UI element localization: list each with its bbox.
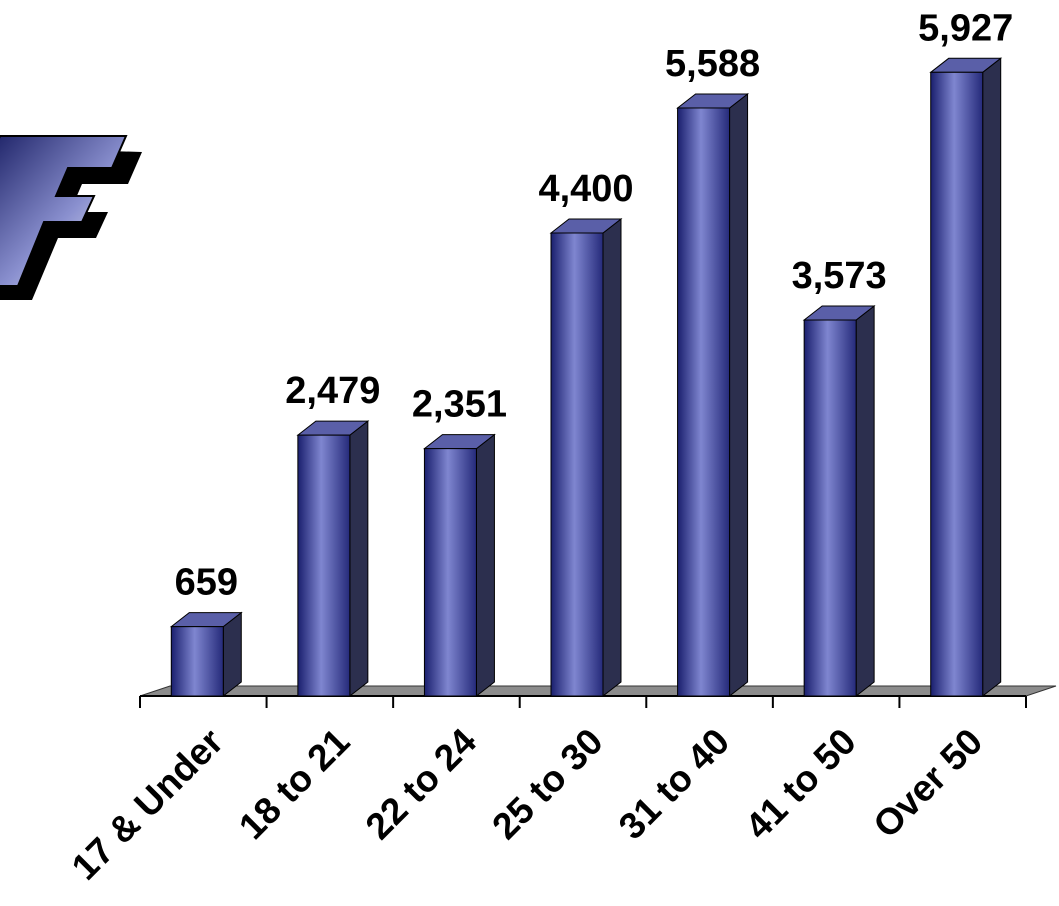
bar-1 <box>296 420 370 698</box>
value-label: 659 <box>175 562 238 604</box>
value-labels-group: 659 2,479 2,351 4,400 5,588 3,573 5,927 <box>175 7 1014 603</box>
bar-4 <box>676 92 750 698</box>
x-tick-labels-group: 17 & Under 18 to 21 22 to 24 25 to 30 31 to … <box>64 720 991 887</box>
value-label: 3,573 <box>792 255 887 297</box>
x-tick-label: 31 to 40 <box>611 721 737 847</box>
bar-side <box>475 433 495 698</box>
value-label: 5,588 <box>665 43 760 85</box>
value-label: 4,400 <box>538 168 633 210</box>
bar-side <box>602 217 622 698</box>
bar-front <box>297 434 351 697</box>
bar-front <box>677 107 731 697</box>
bar-front <box>170 626 224 697</box>
bar-3 <box>549 217 623 698</box>
bar-side <box>349 420 369 698</box>
value-label: 5,927 <box>918 7 1013 49</box>
bar-front <box>423 448 477 697</box>
bar-front <box>930 71 984 697</box>
x-tick-label: 25 to 30 <box>484 721 610 847</box>
bar-front <box>803 319 857 697</box>
f-logo <box>0 135 142 300</box>
x-tick-label: 41 to 50 <box>737 721 863 847</box>
x-tick-label: 22 to 24 <box>358 720 485 847</box>
bars-group <box>169 57 1003 698</box>
bar-2 <box>422 433 496 698</box>
bar-side <box>982 57 1002 698</box>
value-label: 2,479 <box>285 370 380 412</box>
bar-0 <box>169 611 243 698</box>
bar-6 <box>929 57 1003 698</box>
x-axis-ticks <box>139 696 1027 708</box>
x-tick-label: 18 to 21 <box>231 721 357 847</box>
bar-side <box>729 92 749 698</box>
bar-front <box>550 232 604 697</box>
value-label: 2,351 <box>412 384 507 426</box>
bar-5 <box>802 304 876 698</box>
f-logo-face <box>0 135 128 287</box>
bar-side <box>855 304 875 698</box>
x-tick-label: 17 & Under <box>64 721 231 888</box>
x-tick-label: Over 50 <box>865 721 990 846</box>
